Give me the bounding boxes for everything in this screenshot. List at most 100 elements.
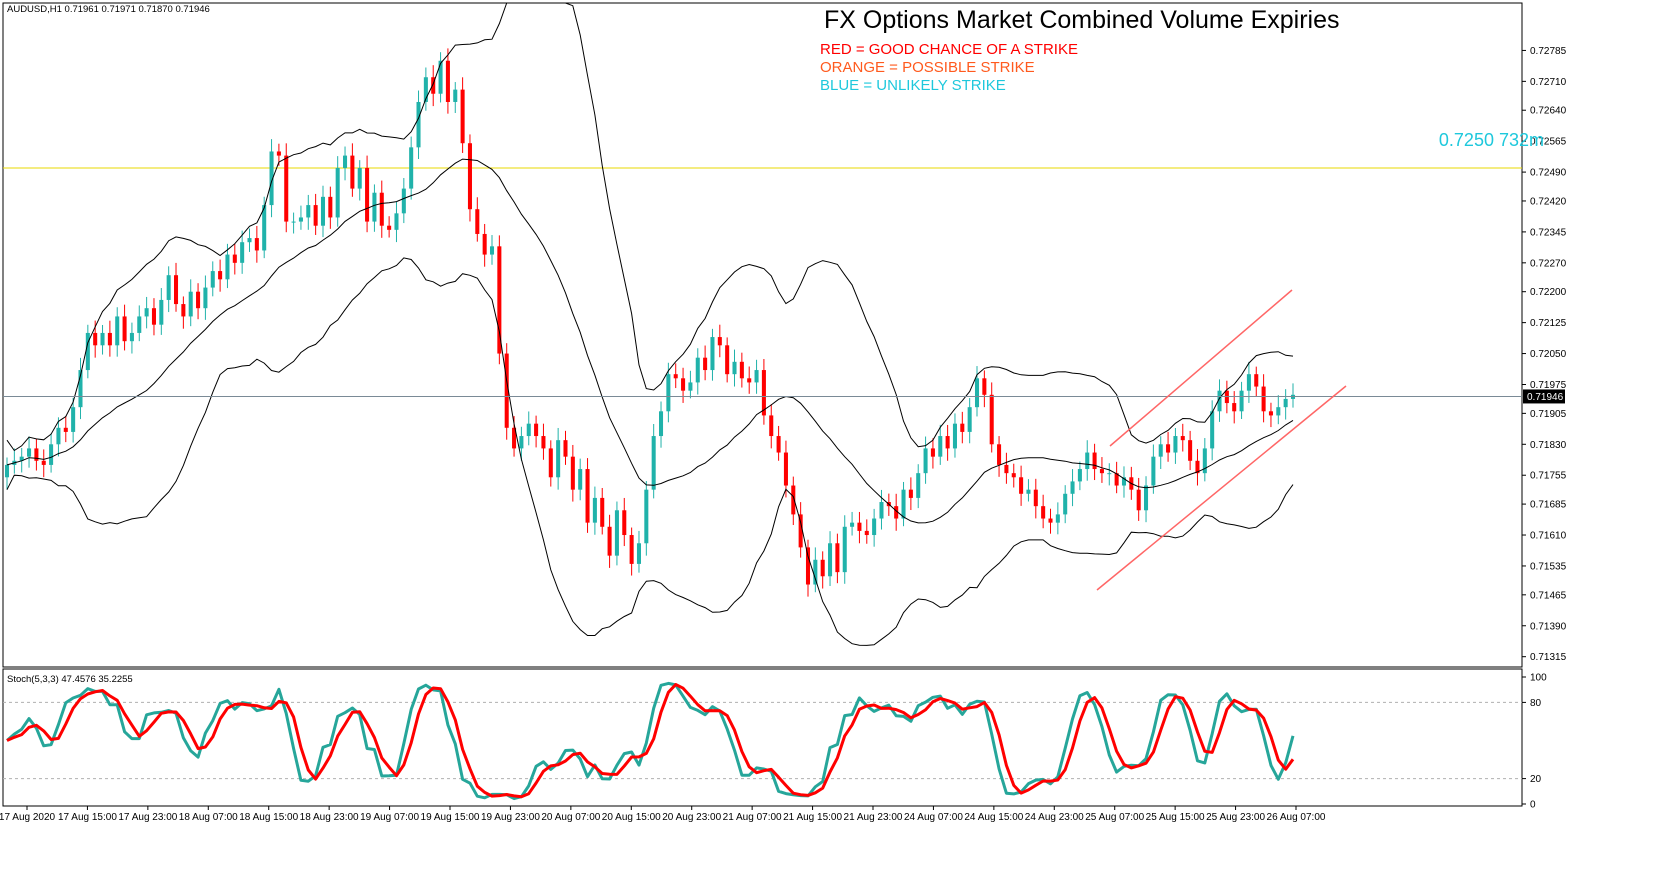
candle-body: [820, 559, 825, 577]
candle-body: [63, 427, 68, 432]
price-chart[interactable]: 0.72785 0.72710 0.72640 0.72565 0.72490 0.724…: [2, 2, 1567, 668]
candle: [901, 481, 906, 527]
y-tick-label: 0.72050: [1530, 349, 1567, 360]
candle: [365, 155, 370, 233]
candle: [519, 426, 524, 461]
candle: [445, 48, 450, 114]
x-tick-label: 21 Aug 15:00: [783, 812, 842, 823]
candle-body: [1033, 489, 1038, 507]
candle: [173, 262, 179, 312]
y-tick-label: 0.71315: [1530, 652, 1567, 663]
candle-body: [298, 217, 303, 222]
candle: [1136, 477, 1141, 521]
candle-body: [93, 332, 98, 346]
candle-body: [512, 427, 517, 449]
candle: [1173, 428, 1178, 464]
candle: [894, 493, 899, 531]
candle-body: [835, 543, 840, 573]
y-tick-label: 0.71755: [1530, 471, 1567, 482]
candle-body: [71, 407, 76, 432]
candle: [41, 449, 46, 478]
y-tick-label: 0.72420: [1530, 196, 1567, 207]
candle: [622, 497, 627, 547]
candle: [489, 235, 495, 265]
candle: [49, 433, 54, 473]
candle: [960, 411, 965, 444]
y-tick-label: 0.71830: [1530, 440, 1567, 451]
candle: [262, 196, 267, 259]
candle: [710, 328, 715, 381]
legend-red: RED = GOOD CHANCE OF A STRIKE: [820, 41, 1078, 58]
candle: [63, 416, 68, 443]
candle-body: [614, 510, 619, 556]
candle-body: [1151, 456, 1156, 486]
candle: [791, 476, 796, 526]
candle-body: [717, 337, 722, 346]
candle: [1166, 431, 1171, 462]
candle: [409, 136, 414, 200]
candle: [19, 447, 24, 473]
candle: [1026, 479, 1031, 502]
candle-body: [1070, 481, 1075, 494]
candle-body: [475, 209, 480, 234]
x-tick-label: 25 Aug 15:00: [1146, 812, 1205, 823]
candle-body: [247, 238, 252, 243]
y-tick-label: 0.72640: [1530, 106, 1567, 117]
candle: [1077, 461, 1082, 491]
candle-body: [791, 485, 796, 515]
candle: [1004, 452, 1009, 484]
candle: [1063, 485, 1068, 524]
stoch-main-line: [6, 681, 1295, 801]
candle-body: [210, 271, 215, 288]
candle-body: [1099, 469, 1104, 474]
candle: [923, 436, 928, 484]
candle: [482, 223, 487, 267]
candle: [151, 298, 156, 336]
candle-body: [570, 456, 575, 490]
candle: [732, 349, 737, 387]
candle-body: [695, 357, 700, 383]
candle-body: [438, 60, 443, 94]
candle-body: [732, 361, 737, 375]
candle-body: [159, 299, 164, 325]
candle-body: [1246, 374, 1251, 391]
symbol-header: AUDUSD,H1 0.71961 0.71971 0.71870 0.7194…: [7, 4, 210, 15]
candle-body: [578, 469, 583, 490]
candle-body: [541, 436, 546, 449]
bollinger-upper: [6, 2, 1294, 452]
x-tick-label: 17 Aug 2020: [0, 812, 56, 823]
candle: [820, 551, 825, 589]
candle: [1268, 402, 1273, 428]
candle: [291, 212, 296, 234]
candle: [916, 464, 921, 509]
candle: [34, 438, 39, 471]
y-tick-label: 0.72200: [1530, 287, 1567, 298]
channel-lower: [1096, 385, 1347, 591]
candle-body: [1019, 477, 1024, 494]
candle-body: [1026, 489, 1031, 494]
candle-body: [1136, 489, 1141, 511]
candle: [343, 146, 348, 181]
candle-body: [563, 440, 568, 457]
candle: [387, 216, 392, 238]
candle: [218, 259, 223, 292]
candle: [328, 186, 333, 229]
legend-blue: BLUE = UNLIKELY STRIKE: [820, 77, 1006, 94]
stoch-tick-label: 0: [1530, 800, 1536, 811]
candle: [335, 156, 340, 227]
candle: [967, 398, 972, 444]
candle: [284, 143, 289, 233]
x-tick-label: 18 Aug 07:00: [179, 812, 238, 823]
stoch-tick-label: 20: [1530, 774, 1542, 785]
candle: [27, 436, 32, 468]
x-tick-label: 18 Aug 15:00: [239, 812, 298, 823]
candle: [453, 82, 458, 113]
candle-body: [1121, 477, 1127, 486]
stochastic-panel[interactable]: 17 Aug 2020 17 Aug 15:00 17 Aug 23:00 18 Au…: [0, 668, 1547, 823]
candle: [1283, 389, 1288, 420]
candle: [1276, 395, 1281, 425]
candle: [1158, 436, 1163, 470]
candle-body: [622, 510, 627, 536]
candle-body: [137, 316, 142, 333]
candle: [438, 52, 443, 103]
